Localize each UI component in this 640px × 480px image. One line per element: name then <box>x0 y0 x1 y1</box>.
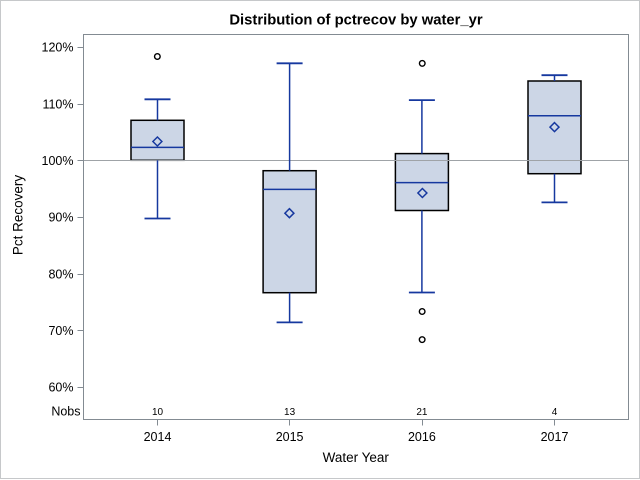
svg-text:2014: 2014 <box>144 430 172 444</box>
svg-text:80%: 80% <box>48 267 73 281</box>
svg-text:2016: 2016 <box>408 430 436 444</box>
svg-text:2015: 2015 <box>276 430 304 444</box>
svg-text:Water Year: Water Year <box>323 450 390 465</box>
svg-text:Nobs: Nobs <box>51 404 80 418</box>
svg-text:120%: 120% <box>42 41 74 55</box>
svg-text:90%: 90% <box>48 211 73 225</box>
svg-text:13: 13 <box>284 407 296 418</box>
svg-text:110%: 110% <box>42 97 73 111</box>
svg-text:4: 4 <box>552 407 558 418</box>
svg-text:70%: 70% <box>48 324 73 338</box>
svg-text:10: 10 <box>152 407 164 418</box>
svg-text:Pct Recovery: Pct Recovery <box>11 175 26 256</box>
svg-text:21: 21 <box>416 407 428 418</box>
svg-text:60%: 60% <box>48 381 73 395</box>
svg-text:2017: 2017 <box>541 430 569 444</box>
svg-text:Distribution of pctrecov by wa: Distribution of pctrecov by water_yr <box>229 13 482 29</box>
svg-text:100%: 100% <box>42 154 74 168</box>
